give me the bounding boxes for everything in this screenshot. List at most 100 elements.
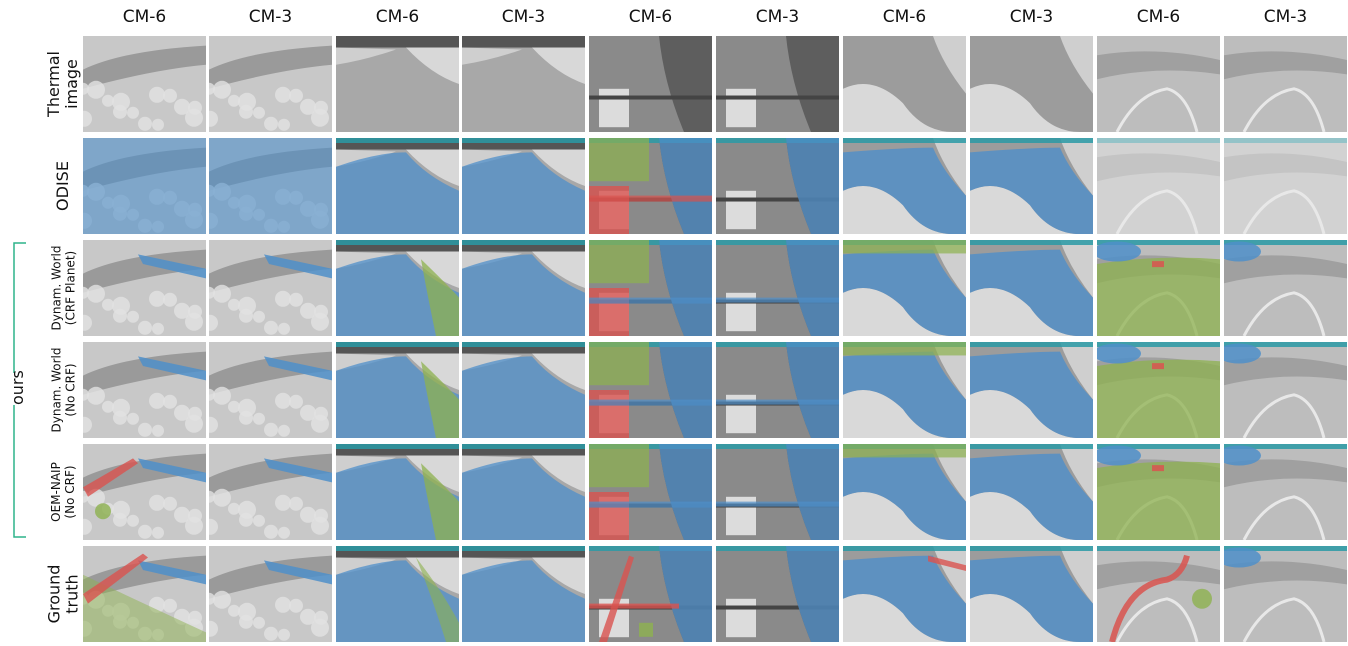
segmentation-image xyxy=(462,342,585,438)
column-header: CM-6 xyxy=(375,7,420,27)
figure-cell xyxy=(716,342,839,438)
segmentation-image xyxy=(83,342,206,438)
figure-cell xyxy=(843,240,966,336)
figure-cell xyxy=(589,546,712,642)
column-header: CM-3 xyxy=(755,7,800,27)
figure-cell xyxy=(462,546,585,642)
figure-cell xyxy=(1097,138,1220,234)
figure-cell xyxy=(462,444,585,540)
figure-cell xyxy=(1224,342,1347,438)
row-label-text: Ground truth xyxy=(44,564,82,624)
figure-cell xyxy=(336,342,459,438)
figure-cell xyxy=(462,138,585,234)
figure-cell xyxy=(970,240,1093,336)
ours-label-text: ours xyxy=(5,370,31,405)
figure-cell xyxy=(589,36,712,132)
figure-cell xyxy=(716,138,839,234)
segmentation-image xyxy=(970,444,1093,540)
segmentation-image xyxy=(1097,36,1220,132)
segmentation-image xyxy=(716,444,839,540)
row-label-text: ODISE xyxy=(53,161,72,211)
segmentation-image xyxy=(83,546,206,642)
segmentation-image xyxy=(1097,240,1220,336)
figure-cell xyxy=(970,444,1093,540)
segmentation-image xyxy=(209,138,332,234)
row-label: OEM-NAIP (No CRF) xyxy=(36,444,90,540)
figure-cell xyxy=(970,546,1093,642)
segmentation-image xyxy=(1097,138,1220,234)
figure-cell xyxy=(589,342,712,438)
segmentation-image xyxy=(716,342,839,438)
figure-cell xyxy=(843,342,966,438)
figure-cell xyxy=(1224,240,1347,336)
segmentation-image xyxy=(1097,342,1220,438)
segmentation-image xyxy=(209,546,332,642)
ours-bracket xyxy=(13,242,26,538)
figure-cell xyxy=(336,138,459,234)
figure-cell xyxy=(83,138,206,234)
column-header: CM-6 xyxy=(122,7,167,27)
figure-cell xyxy=(336,444,459,540)
figure-cell xyxy=(589,240,712,336)
segmentation-image xyxy=(589,444,712,540)
segmentation-image xyxy=(843,240,966,336)
figure-cell xyxy=(1224,138,1347,234)
segmentation-image xyxy=(83,138,206,234)
segmentation-image xyxy=(716,36,839,132)
figure-cell xyxy=(1097,444,1220,540)
segmentation-image xyxy=(589,36,712,132)
segmentation-image xyxy=(970,342,1093,438)
segmentation-image xyxy=(336,342,459,438)
segmentation-image xyxy=(843,444,966,540)
figure-cell xyxy=(843,444,966,540)
figure-cell xyxy=(1097,546,1220,642)
figure-cell xyxy=(716,444,839,540)
segmentation-image xyxy=(462,138,585,234)
figure-cell xyxy=(83,240,206,336)
row-label-text: Dynam. World (No CRF) xyxy=(49,347,78,433)
segmentation-image xyxy=(462,240,585,336)
figure-cell xyxy=(970,36,1093,132)
segmentation-image xyxy=(843,138,966,234)
segmentation-image xyxy=(589,138,712,234)
figure-cell xyxy=(1224,444,1347,540)
segmentation-image xyxy=(83,444,206,540)
row-label: Dynam. World (No CRF) xyxy=(36,342,90,438)
segmentation-image xyxy=(843,36,966,132)
row-label: Dynam. World (CRF Planet) xyxy=(36,240,90,336)
segmentation-image xyxy=(1224,240,1347,336)
row-label: ODISE xyxy=(36,138,90,234)
figure-cell xyxy=(209,240,332,336)
ours-label: ours xyxy=(2,370,34,405)
row-label: Thermal image xyxy=(36,36,90,132)
figure-cell xyxy=(462,240,585,336)
column-header: CM-6 xyxy=(628,7,673,27)
segmentation-image xyxy=(209,342,332,438)
segmentation-image xyxy=(716,138,839,234)
row-label-text: Thermal image xyxy=(44,51,82,117)
column-header: CM-3 xyxy=(501,7,546,27)
figure-cell xyxy=(209,342,332,438)
figure-cell xyxy=(209,444,332,540)
figure-cell xyxy=(589,444,712,540)
segmentation-image xyxy=(336,444,459,540)
figure-cell xyxy=(970,138,1093,234)
segmentation-image xyxy=(716,546,839,642)
figure-cell xyxy=(716,36,839,132)
segmentation-image xyxy=(462,36,585,132)
segmentation-image xyxy=(1224,444,1347,540)
figure-cell xyxy=(1097,342,1220,438)
segmentation-image xyxy=(589,546,712,642)
segmentation-image xyxy=(336,240,459,336)
figure-cell xyxy=(1097,240,1220,336)
row-label-text: Dynam. World (CRF Planet) xyxy=(49,245,78,331)
figure-cell xyxy=(83,444,206,540)
segmentation-image xyxy=(336,546,459,642)
figure-cell xyxy=(970,342,1093,438)
column-header: CM-6 xyxy=(882,7,927,27)
figure-cell xyxy=(843,546,966,642)
segmentation-image xyxy=(1097,444,1220,540)
figure-cell xyxy=(843,36,966,132)
segmentation-image xyxy=(970,240,1093,336)
